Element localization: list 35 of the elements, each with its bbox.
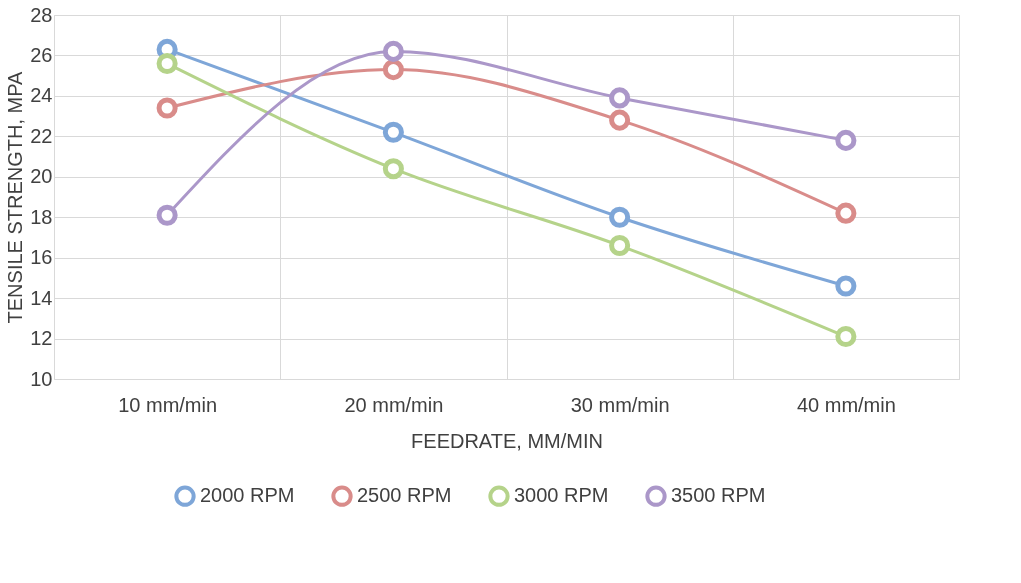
- y-tick-label: 26: [30, 43, 53, 66]
- y-tick-label: 10: [30, 367, 53, 390]
- point: [609, 87, 631, 109]
- y-tick-label: 12: [30, 327, 53, 350]
- point: [609, 109, 631, 131]
- point: [156, 97, 178, 119]
- x-tick-label: 40 mm/min: [796, 393, 896, 416]
- legend-label: 2500 RPM: [357, 484, 452, 507]
- point: [835, 275, 857, 297]
- legend-label: 3000 RPM: [514, 484, 609, 507]
- point: [382, 121, 404, 143]
- point: [609, 206, 631, 228]
- point: [382, 158, 404, 180]
- y-tick-label: 24: [30, 84, 53, 107]
- x-tick-label: 10 mm/min: [118, 393, 218, 416]
- x-axis-title: FEEDRATE, MM/MIN: [411, 429, 603, 452]
- legend-label: 2000 RPM: [200, 484, 295, 507]
- y-tick-label: 14: [30, 286, 53, 309]
- y-tick-label: 28: [30, 3, 53, 26]
- y-tick-label: 16: [30, 246, 53, 269]
- point: [835, 202, 857, 224]
- x-tick-label: 20 mm/min: [344, 393, 444, 416]
- x-tick-label: 30 mm/min: [570, 393, 670, 416]
- y-tick-label: 18: [30, 205, 53, 228]
- legend-label: 3500 RPM: [671, 484, 766, 507]
- point: [835, 129, 857, 151]
- point: [156, 52, 178, 75]
- point: [382, 59, 404, 81]
- point: [609, 234, 631, 257]
- point: [382, 40, 404, 62]
- y-tick-label: 22: [30, 124, 53, 147]
- y-axis-title: TENSILE STRENGTH, MPA: [4, 70, 27, 324]
- point: [835, 325, 857, 348]
- point: [156, 204, 178, 226]
- y-tick-label: 20: [30, 165, 53, 188]
